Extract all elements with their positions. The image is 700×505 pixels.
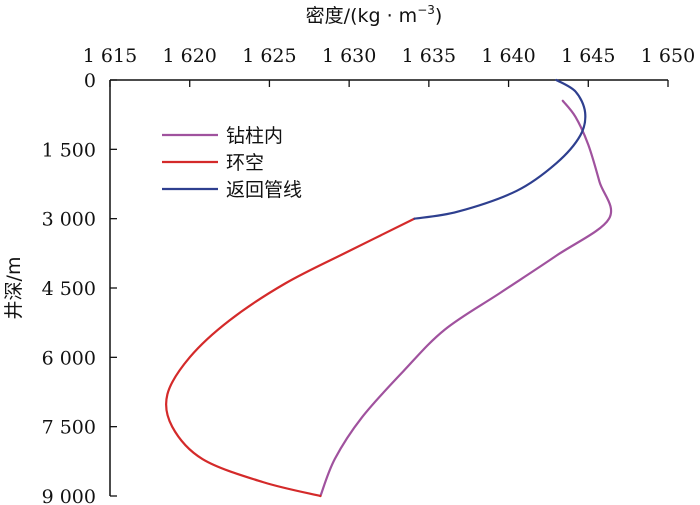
x-tick-label: 1 615 (83, 45, 137, 67)
y-tick-label: 9 000 (42, 486, 96, 505)
x-tick-label: 1 630 (322, 45, 376, 67)
y-axis-title: 井深/m (3, 257, 25, 320)
y-tick-label: 3 000 (42, 209, 96, 231)
x-tick-label: 1 640 (481, 45, 535, 67)
legend-label: 返回管线 (226, 179, 302, 201)
x-axis-title: 密度/(kg · m−3) (306, 3, 443, 27)
y-tick-label: 0 (84, 70, 96, 92)
y-tick-label: 7 500 (42, 417, 96, 439)
y-tick-label: 4 500 (42, 278, 96, 300)
x-axis-title-sup: −3 (417, 3, 435, 17)
y-tick-label: 1 500 (42, 139, 96, 161)
x-axis-title-main: 密度/(kg · m (306, 5, 418, 27)
x-axis-title-suffix: ) (435, 5, 442, 27)
x-tick-label: 1 625 (242, 45, 296, 67)
y-tick-label: 6 000 (42, 347, 96, 369)
x-tick-label: 1 635 (402, 45, 456, 67)
x-tick-label: 1 645 (561, 45, 615, 67)
legend-label: 环空 (226, 152, 264, 174)
x-ticks: 1 615 1 620 1 625 1 630 1 635 1 640 1 645 1 650 (83, 45, 695, 87)
axes (109, 79, 668, 496)
x-tick-label: 1 620 (163, 45, 217, 67)
series-lines (164, 78, 613, 498)
series-line-1 (319, 99, 613, 498)
legend-label: 钻柱内 (226, 125, 283, 147)
x-tick-label: 1 650 (641, 45, 695, 67)
series-line-2 (164, 217, 416, 498)
series-line-3 (413, 78, 587, 220)
y-ticks: 0 1 500 3 000 4 500 6 000 7 500 9 000 (42, 70, 117, 505)
